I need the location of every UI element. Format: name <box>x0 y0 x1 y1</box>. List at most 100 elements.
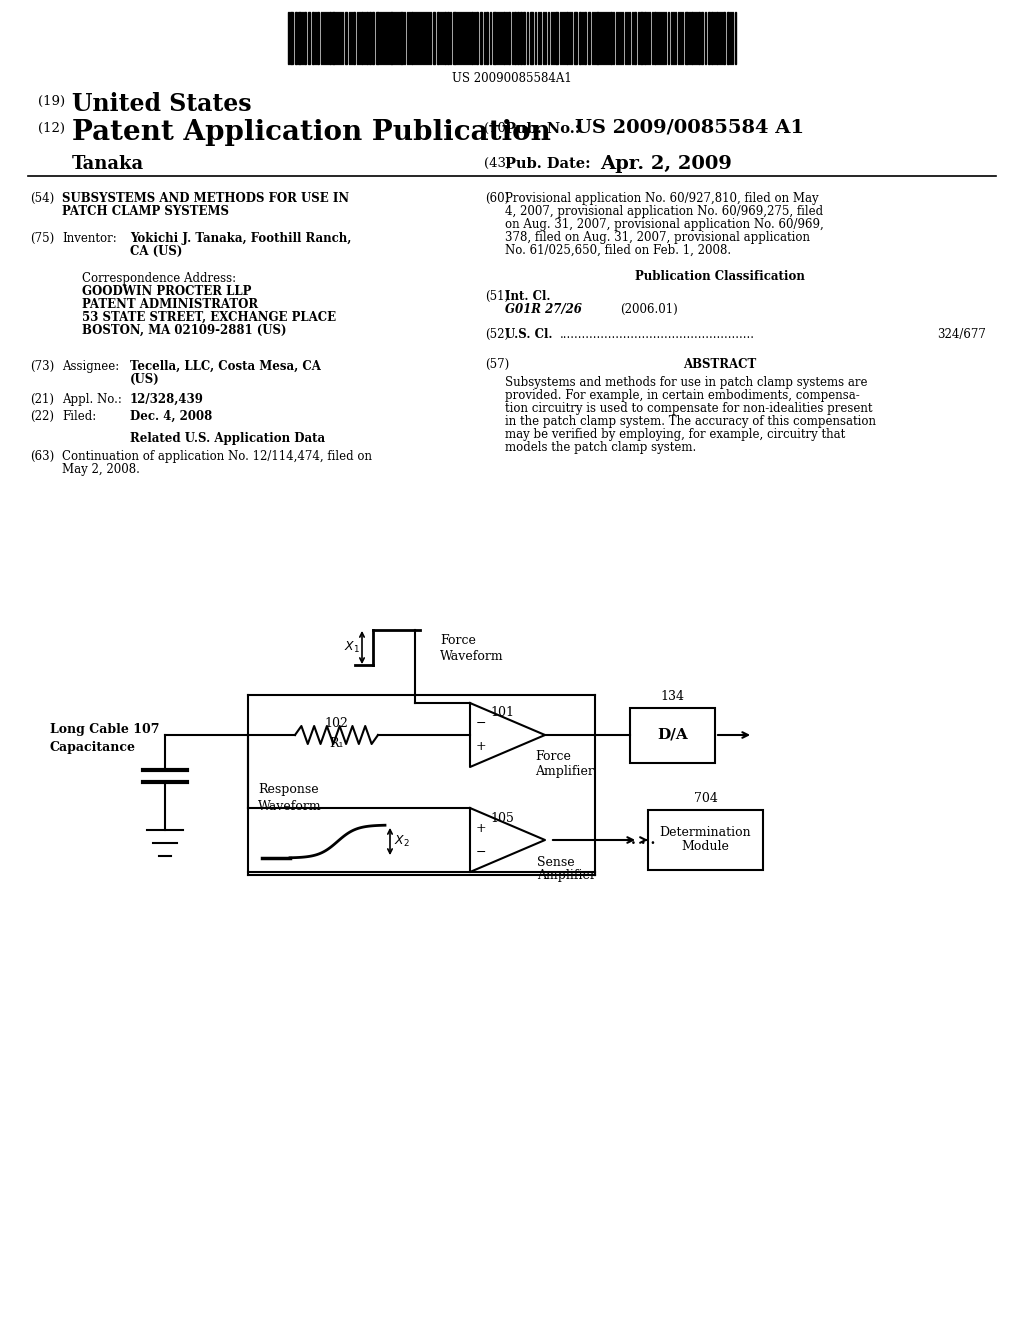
Text: (54): (54) <box>30 191 54 205</box>
Text: Correspondence Address:: Correspondence Address: <box>82 272 237 285</box>
Bar <box>588 12 590 63</box>
Text: ABSTRACT: ABSTRACT <box>683 358 757 371</box>
Text: (2006.01): (2006.01) <box>620 304 678 315</box>
Text: (51): (51) <box>485 290 509 304</box>
Bar <box>312 12 314 63</box>
Text: Tecella, LLC, Costa Mesa, CA: Tecella, LLC, Costa Mesa, CA <box>130 360 321 374</box>
Text: Dec. 4, 2008: Dec. 4, 2008 <box>130 411 212 422</box>
Text: 53 STATE STREET, EXCHANGE PLACE: 53 STATE STREET, EXCHANGE PLACE <box>82 312 336 323</box>
Text: 101: 101 <box>490 706 514 719</box>
Text: Subsystems and methods for use in patch clamp systems are: Subsystems and methods for use in patch … <box>505 376 867 389</box>
Text: (60): (60) <box>485 191 509 205</box>
Text: (57): (57) <box>485 358 509 371</box>
Bar <box>372 12 374 63</box>
Bar <box>596 12 599 63</box>
Bar <box>453 12 456 63</box>
Bar <box>644 12 646 63</box>
Text: United States: United States <box>72 92 252 116</box>
Text: 324/677: 324/677 <box>937 327 986 341</box>
Text: No. 61/025,650, filed on Feb. 1, 2008.: No. 61/025,650, filed on Feb. 1, 2008. <box>505 244 731 257</box>
Bar <box>648 810 763 870</box>
Text: Assignee:: Assignee: <box>62 360 119 374</box>
Bar <box>433 12 435 63</box>
Bar <box>555 12 558 63</box>
Bar <box>366 12 368 63</box>
Text: Amplifier: Amplifier <box>537 870 596 883</box>
Bar <box>517 12 519 63</box>
Bar <box>444 12 446 63</box>
Text: (22): (22) <box>30 411 54 422</box>
Text: Inventor:: Inventor: <box>62 232 117 246</box>
Text: 105: 105 <box>490 812 514 825</box>
Text: May 2, 2008.: May 2, 2008. <box>62 463 140 477</box>
Text: Patent Application Publication: Patent Application Publication <box>72 119 551 147</box>
Text: may be verified by employing, for example, circuitry that: may be verified by employing, for exampl… <box>505 428 845 441</box>
Text: $X_1$: $X_1$ <box>344 640 360 655</box>
Bar <box>654 12 656 63</box>
Bar <box>390 12 393 63</box>
Text: Waveform: Waveform <box>440 649 504 663</box>
Text: Force: Force <box>535 751 570 763</box>
Bar <box>476 12 478 63</box>
Text: PATCH CLAMP SYSTEMS: PATCH CLAMP SYSTEMS <box>62 205 229 218</box>
Text: Waveform: Waveform <box>258 800 322 813</box>
Text: Continuation of application No. 12/114,474, filed on: Continuation of application No. 12/114,4… <box>62 450 372 463</box>
Bar <box>691 12 693 63</box>
Text: Force: Force <box>440 634 476 647</box>
Text: (12): (12) <box>38 121 65 135</box>
Bar <box>486 12 488 63</box>
Bar <box>345 12 347 63</box>
Bar <box>317 12 319 63</box>
Bar <box>308 12 310 63</box>
Text: Related U.S. Application Data: Related U.S. Application Data <box>130 432 326 445</box>
Text: (73): (73) <box>30 360 54 374</box>
Bar <box>514 12 516 63</box>
Text: Amplifier: Amplifier <box>535 764 594 777</box>
Text: Capacitance: Capacitance <box>50 742 136 755</box>
Text: Apr. 2, 2009: Apr. 2, 2009 <box>600 154 732 173</box>
Text: (19): (19) <box>38 95 66 108</box>
Bar <box>411 12 413 63</box>
Bar <box>701 12 703 63</box>
Bar <box>329 12 331 63</box>
Text: 4, 2007, provisional application No. 60/969,275, filed: 4, 2007, provisional application No. 60/… <box>505 205 823 218</box>
Text: GOODWIN PROCTER LLP: GOODWIN PROCTER LLP <box>82 285 251 298</box>
Text: tion circuitry is used to compensate for non-idealities present: tion circuitry is used to compensate for… <box>505 403 872 414</box>
Text: Long Cable 107: Long Cable 107 <box>50 723 160 737</box>
Bar <box>630 708 715 763</box>
Text: (10): (10) <box>484 121 511 135</box>
Text: 378, filed on Aug. 31, 2007, provisional application: 378, filed on Aug. 31, 2007, provisional… <box>505 231 810 244</box>
Bar <box>708 12 710 63</box>
Text: Yokichi J. Tanaka, Foothill Ranch,: Yokichi J. Tanaka, Foothill Ranch, <box>130 232 351 246</box>
Bar <box>503 12 505 63</box>
Text: PATENT ADMINISTRATOR: PATENT ADMINISTRATOR <box>82 298 258 312</box>
Bar <box>295 12 297 63</box>
Bar <box>290 12 293 63</box>
Text: 102: 102 <box>325 717 348 730</box>
Bar <box>304 12 306 63</box>
Text: (43): (43) <box>484 157 511 170</box>
Text: Sense: Sense <box>537 855 574 869</box>
Text: on Aug. 31, 2007, provisional application No. 60/969,: on Aug. 31, 2007, provisional applicatio… <box>505 218 823 231</box>
Bar <box>332 12 335 63</box>
Text: . . .: . . . <box>631 833 655 847</box>
Text: in the patch clamp system. The accuracy of this compensation: in the patch clamp system. The accuracy … <box>505 414 876 428</box>
Bar <box>400 12 403 63</box>
Text: models the patch clamp system.: models the patch clamp system. <box>505 441 696 454</box>
Bar <box>447 12 449 63</box>
Bar <box>508 12 510 63</box>
Text: BOSTON, MA 02109-2881 (US): BOSTON, MA 02109-2881 (US) <box>82 323 287 337</box>
Text: provided. For example, in certain embodiments, compensa-: provided. For example, in certain embodi… <box>505 389 860 403</box>
Bar <box>685 12 688 63</box>
Text: US 2009/0085584 A1: US 2009/0085584 A1 <box>575 119 804 137</box>
Bar <box>530 12 534 63</box>
Text: Pub. No.:: Pub. No.: <box>505 121 581 136</box>
Text: Determination: Determination <box>659 826 752 840</box>
Bar <box>574 12 577 63</box>
Text: −: − <box>476 717 486 730</box>
Bar <box>353 12 355 63</box>
Bar <box>369 12 371 63</box>
Bar <box>523 12 525 63</box>
Bar <box>640 12 643 63</box>
Bar <box>727 12 729 63</box>
